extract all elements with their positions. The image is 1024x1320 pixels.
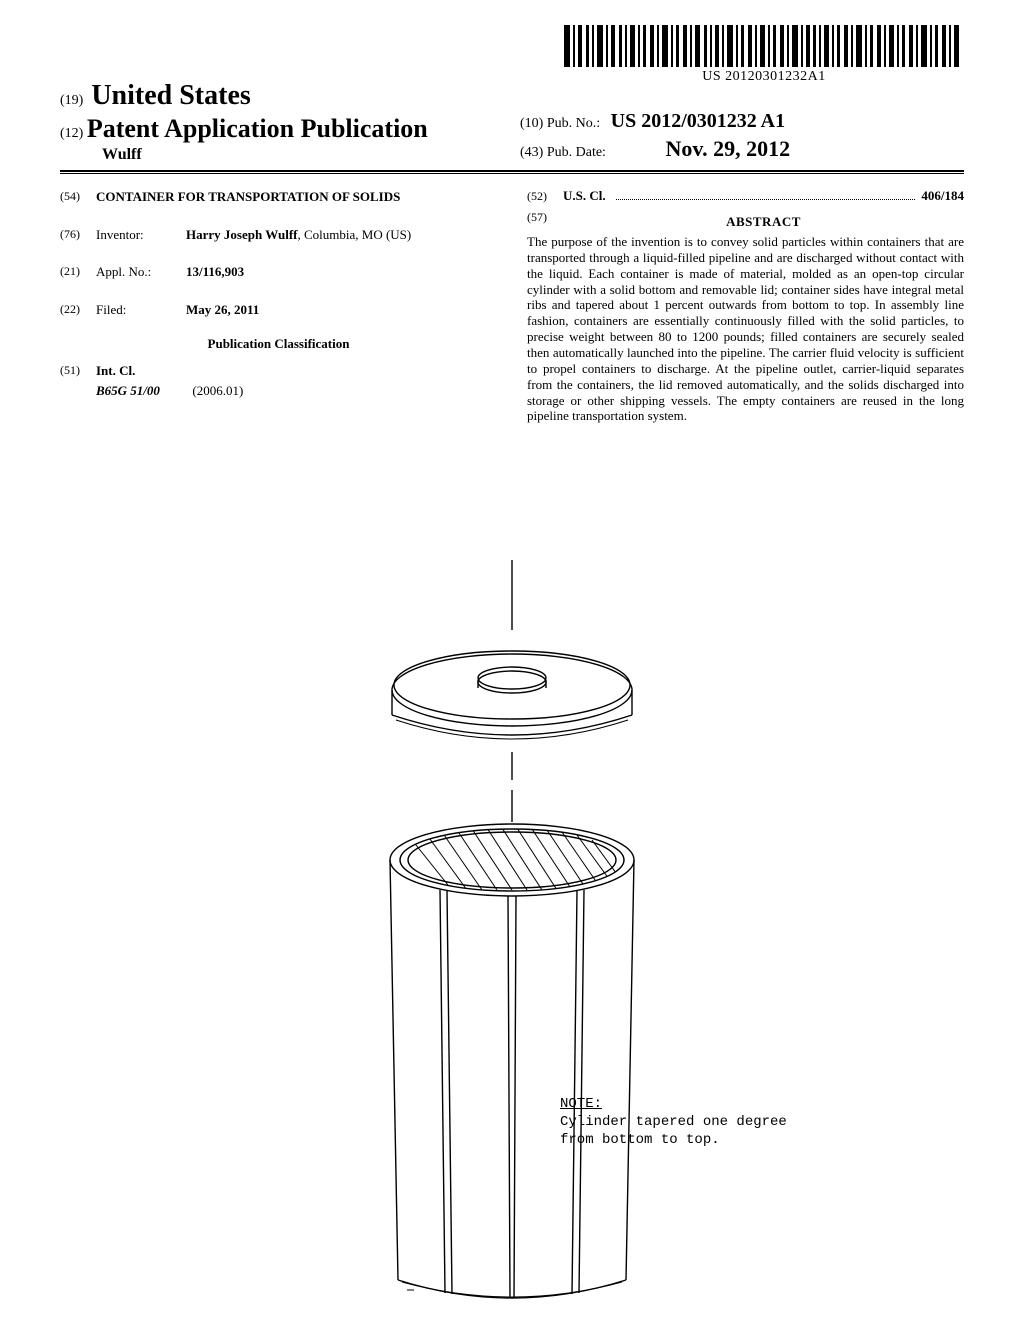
spacer-51 (60, 382, 96, 400)
inventor-name: Harry Joseph Wulff (186, 227, 297, 242)
code-19: (19) (60, 93, 83, 108)
figure-note: NOTE: Cylinder tapered one degree from b… (560, 1095, 787, 1150)
filed-date: May 26, 2011 (186, 301, 497, 319)
code-54: (54) (60, 188, 96, 206)
doc-type: Patent Application Publication (87, 114, 428, 143)
pub-date-label: Pub. Date: (547, 145, 606, 160)
field-54: (54) CONTAINER FOR TRANSPORTATION OF SOL… (60, 188, 497, 206)
field-22: (22) Filed: May 26, 2011 (60, 301, 497, 319)
title-54: CONTAINER FOR TRANSPORTATION OF SOLIDS (96, 188, 497, 206)
label-76: Inventor: (96, 226, 186, 244)
figure-area (0, 560, 1024, 1300)
label-22: Filed: (96, 301, 186, 319)
rule-thick (60, 170, 964, 172)
rule-thin (60, 173, 964, 174)
code-52: (52) (527, 189, 563, 204)
field-51: (51) Int. Cl. (60, 362, 497, 380)
code-57: (57) (527, 210, 563, 234)
abstract-title: ABSTRACT (563, 214, 964, 230)
pub-date: Nov. 29, 2012 (665, 136, 790, 161)
pub-no: US 2012/0301232 A1 (611, 110, 785, 132)
country: United States (91, 80, 250, 111)
inventor-loc: , Columbia, MO (US) (297, 227, 411, 242)
field-76: (76) Inventor: Harry Joseph Wulff, Colum… (60, 226, 497, 244)
field-21: (21) Appl. No.: 13/116,903 (60, 263, 497, 281)
abstract-body: The purpose of the invention is to conve… (527, 234, 964, 424)
int-cl-date: (2006.01) (192, 383, 243, 398)
biblio-columns: (54) CONTAINER FOR TRANSPORTATION OF SOL… (60, 188, 964, 424)
code-10: (10) (520, 116, 543, 131)
header-right: (10) Pub. No.: US 2012/0301232 A1 (43) P… (520, 110, 790, 162)
note-line2: from bottom to top. (560, 1131, 787, 1149)
code-21: (21) (60, 263, 96, 281)
label-51: Int. Cl. (96, 362, 497, 380)
dots-leader (616, 191, 916, 200)
header-left: (19) United States (12) Patent Applicati… (60, 80, 964, 164)
code-76: (76) (60, 226, 96, 244)
pub-class-header: Publication Classification (60, 336, 497, 352)
note-line1: Cylinder tapered one degree (560, 1113, 787, 1131)
code-22: (22) (60, 301, 96, 319)
int-cl-value: B65G 51/00 (96, 383, 160, 398)
barcode-text: US 20120301232A1 (564, 69, 964, 85)
left-column: (54) CONTAINER FOR TRANSPORTATION OF SOL… (60, 188, 497, 424)
note-title: NOTE: (560, 1095, 787, 1113)
barcode-graphic (564, 25, 964, 67)
barcode-block: US 20120301232A1 (564, 25, 964, 85)
appl-no: 13/116,903 (186, 263, 497, 281)
pub-no-label: Pub. No.: (547, 116, 600, 131)
patent-figure (332, 560, 692, 1300)
label-21: Appl. No.: (96, 263, 186, 281)
field-57: (57) ABSTRACT (527, 210, 964, 234)
field-51-detail: B65G 51/00 (2006.01) (60, 382, 497, 400)
right-column: (52) U.S. Cl. 406/184 (57) ABSTRACT The … (527, 188, 964, 424)
code-51: (51) (60, 362, 96, 380)
field-52: (52) U.S. Cl. 406/184 (527, 188, 964, 204)
us-cl-value: 406/184 (921, 188, 964, 204)
label-52: U.S. Cl. (563, 188, 606, 204)
code-43: (43) (520, 145, 543, 160)
code-12: (12) (60, 126, 83, 141)
